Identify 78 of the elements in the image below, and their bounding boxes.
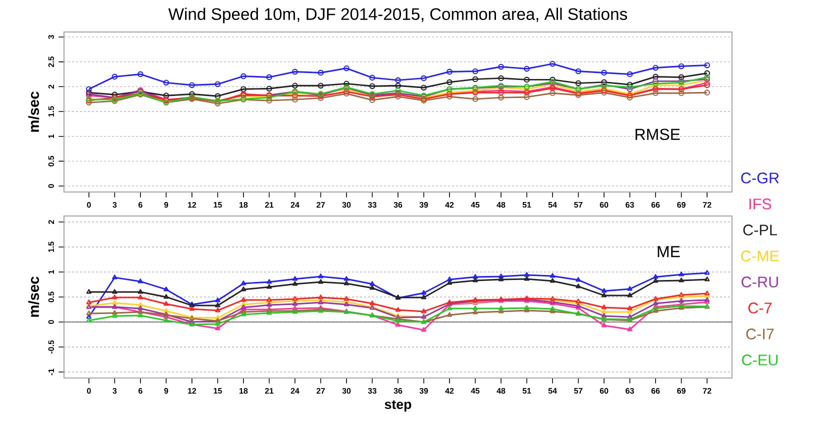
x-tick-label: 51 [522,388,532,394]
y-tick-label: 1 [48,270,54,274]
text: C-RU [742,276,778,288]
x-tick-label: 30 [342,388,351,394]
x-tick-label: 57 [574,202,582,208]
text: C-7 [748,302,772,314]
x-tick-label: 33 [368,202,376,208]
x-tick-label: 54 [548,202,557,208]
x-tick-label: 12 [188,202,196,208]
y-tick-label: 1.5 [48,242,54,252]
x-tick-label: 69 [677,202,686,208]
x-tick-label: 66 [651,388,660,394]
x-tick-label: 36 [394,202,402,208]
y-tick-label: -0.5 [48,340,54,354]
x-tick-label: 45 [470,202,480,208]
x-tick-label: 15 [214,388,222,394]
x-tick-label: 9 [164,388,168,394]
x-tick-label: 18 [240,388,248,394]
x-tick-label: 9 [164,202,168,208]
x-tick-label: 21 [265,202,274,208]
text: C-ME [741,250,779,262]
x-tick-label: 57 [574,388,582,394]
x-tick-label: 3 [112,388,117,394]
x-tick-label: 66 [651,202,660,208]
annotation: RMSE [636,128,680,140]
x-tick-label: 72 [702,202,712,208]
text: C-I7 [746,328,774,340]
x-tick-label: 24 [290,388,300,394]
x-tick-label: 48 [496,388,506,394]
x-tick-label: 33 [368,388,376,394]
x-tick-label: 24 [290,202,300,208]
annotation: ME [658,246,680,258]
x-tick-label: 51 [522,202,532,208]
text: C-GR [741,172,779,184]
x-tick-label: 48 [496,202,506,208]
y-tick-label: 2 [48,220,54,224]
x-tick-label: 30 [342,202,351,208]
text: C-EU [742,354,778,366]
x-tick-label: 18 [240,202,248,208]
x-tick-label: 39 [420,388,428,394]
x-tick-label: 15 [214,202,222,208]
y-tick-label: 0.5 [48,292,54,302]
y-tick-label: 0 [48,184,54,188]
x-tick-label: 36 [394,388,402,394]
x-tick-label: 42 [445,202,454,208]
x-tick-label: 42 [445,388,454,394]
x-tick-label: 45 [470,388,480,394]
y-tick-label: 2 [48,84,54,89]
x-tick-label: 63 [626,202,634,208]
text: C-PL [743,224,777,236]
x-tick-label: 27 [316,388,325,394]
x-tick-label: 54 [548,388,557,394]
y-tick-label: 2.5 [48,56,54,68]
x-tick-label: 69 [677,388,686,394]
x-tick-label: 60 [600,388,608,394]
text: IFS [749,198,772,210]
x-tick-label: 12 [188,388,196,394]
y-tick-label: 0.5 [48,156,54,166]
y-tick-label: 1 [48,134,54,138]
x-tick-label: 6 [138,388,142,394]
x-tick-label: 0 [87,388,91,394]
x-tick-label: 21 [265,388,274,394]
y-axis-title: m/sec [28,92,40,132]
x-tick-label: 63 [626,388,634,394]
x-tick-label: 72 [702,388,712,394]
x-tick-label: 60 [600,202,608,208]
x-tick-label: 0 [87,202,91,208]
y-tick-label: -1 [48,368,54,376]
y-axis-title: m/sec [28,276,40,317]
x-tick-label: 39 [420,202,428,208]
chart-title: Wind Speed 10m, DJF 2014-2015, Common area, All Stations [168,8,628,24]
y-tick-label: 3 [48,35,54,39]
y-tick-label: 1.5 [48,106,54,117]
y-tick-label: 0 [48,320,54,324]
x-tick-label: 27 [316,202,325,208]
x-tick-label: 3 [112,202,117,208]
x-tick-label: 6 [138,202,142,208]
x-axis-title: step [384,400,412,412]
